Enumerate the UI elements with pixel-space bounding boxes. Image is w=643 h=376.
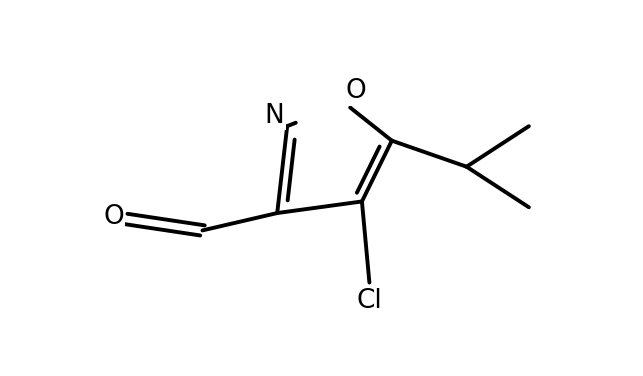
Text: N: N xyxy=(265,103,285,129)
Text: O: O xyxy=(345,79,367,105)
Text: Cl: Cl xyxy=(356,288,383,314)
Text: O: O xyxy=(104,205,124,230)
